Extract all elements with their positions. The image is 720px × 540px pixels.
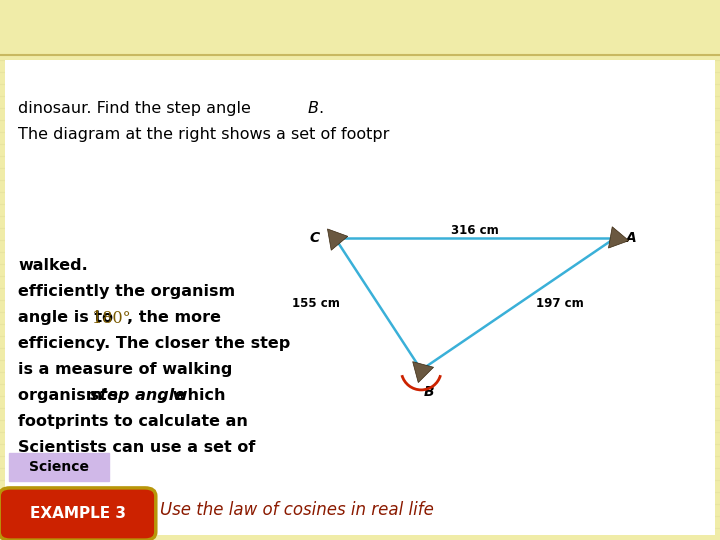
Text: , which: , which [161,388,225,403]
Text: dinosaur. Find the step angle: dinosaur. Find the step angle [18,101,256,116]
Text: .: . [318,101,323,116]
Text: A: A [626,231,637,245]
Text: 180°: 180° [92,310,130,327]
Text: 316 cm: 316 cm [451,224,499,237]
Text: Science: Science [29,460,89,474]
Text: 155 cm: 155 cm [292,297,340,310]
Text: is a measure of walking: is a measure of walking [18,362,233,377]
Text: B: B [424,385,434,399]
Text: Use the law of cosines in real life: Use the law of cosines in real life [160,501,434,519]
Text: walked.: walked. [18,258,88,273]
Text: organism’s: organism’s [18,388,124,403]
FancyBboxPatch shape [0,0,720,55]
Text: , the more: , the more [127,310,221,325]
Text: C: C [310,231,320,245]
FancyBboxPatch shape [9,453,109,481]
FancyBboxPatch shape [390,125,710,345]
Text: footprints to calculate an: footprints to calculate an [18,414,248,429]
Text: The diagram at the right shows a set of footprints for a: The diagram at the right shows a set of … [18,127,461,142]
Text: step angle: step angle [90,388,185,403]
Text: 197 cm: 197 cm [536,297,584,310]
Text: angle is to: angle is to [18,310,119,325]
Text: EXAMPLE 3: EXAMPLE 3 [30,507,125,522]
Text: efficiently the organism: efficiently the organism [18,284,235,299]
Text: Scientists can use a set of: Scientists can use a set of [18,440,256,455]
Text: B: B [308,101,319,116]
FancyBboxPatch shape [0,488,156,540]
Text: efficiency. The closer the step: efficiency. The closer the step [18,336,290,351]
FancyBboxPatch shape [5,60,715,535]
